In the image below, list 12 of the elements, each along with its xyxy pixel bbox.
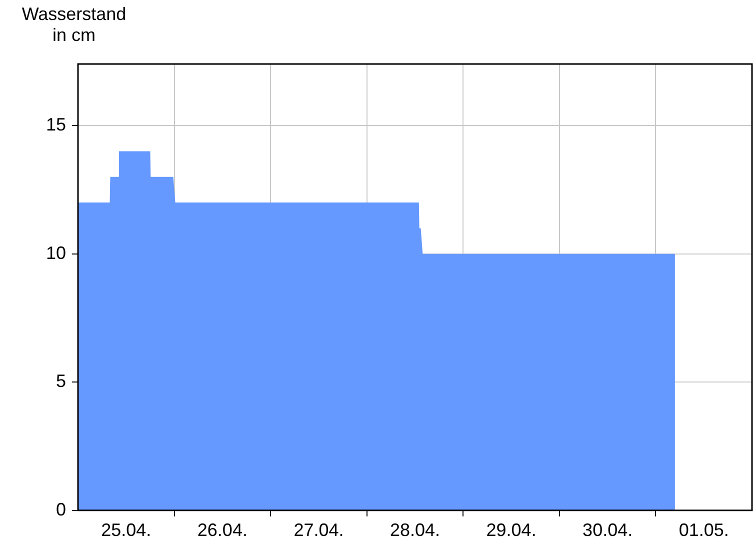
x-tick-label: 27.04. xyxy=(294,520,344,540)
x-tick-label: 25.04. xyxy=(101,520,152,540)
y-tick-label: 10 xyxy=(46,242,66,263)
y-tick-label: 5 xyxy=(56,371,66,392)
y-axis-title: Wasserstand in cm xyxy=(20,4,128,46)
x-tick-label: 01.05. xyxy=(678,520,729,540)
x-tick-label: 29.04. xyxy=(486,520,536,540)
y-tick-label: 15 xyxy=(46,114,66,135)
x-tick-label: 26.04. xyxy=(197,520,248,540)
y-tick-label: 0 xyxy=(56,499,66,520)
x-tick-label: 30.04. xyxy=(582,520,633,540)
x-tick-label: 28.04. xyxy=(390,520,440,540)
